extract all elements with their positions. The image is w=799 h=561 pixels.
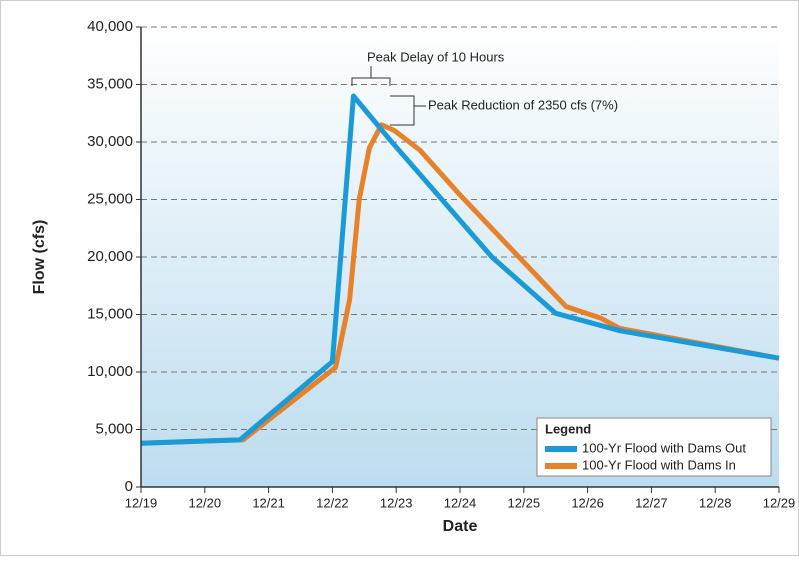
series-line — [140, 122, 780, 446]
x-tick-label: 12/23 — [380, 495, 413, 510]
x-axis-label: Date — [443, 518, 478, 535]
lines — [140, 93, 780, 446]
x-tick-label: 12/25 — [508, 495, 541, 510]
y-tick-label: 30,000 — [87, 133, 133, 150]
y-tick-label: 25,000 — [87, 190, 133, 207]
y-tick-label: 35,000 — [87, 75, 133, 92]
reduction-bracket — [390, 95, 426, 126]
x-tick-label: 12/20 — [189, 495, 222, 510]
y-tick-label: 15,000 — [87, 305, 133, 322]
x-tick-label: 12/24 — [444, 495, 477, 510]
y-axis-label: Flow (cfs) — [31, 220, 48, 295]
x-tick-label: 12/26 — [571, 495, 604, 510]
delay-bracket — [351, 66, 391, 86]
annotation: Peak Reduction of 2350 cfs (7%) — [428, 97, 618, 112]
x-tick-label: 12/28 — [699, 495, 732, 510]
y-tick-label: 40,000 — [87, 18, 133, 35]
x-tick-label: 12/21 — [252, 495, 285, 510]
y-tick-label: 20,000 — [87, 248, 133, 265]
legend-title: Legend — [545, 421, 591, 436]
x-tick-label: 12/27 — [635, 495, 668, 510]
legend-label: 100-Yr Flood with Dams In — [582, 457, 736, 472]
x-tick-label: 12/19 — [125, 495, 158, 510]
series-line — [140, 93, 780, 446]
legend: 100-Yr Flood with Dams Out 100-Yr Flood w… — [545, 440, 746, 472]
y-tick-label: 5,000 — [95, 420, 133, 437]
legend-label: 100-Yr Flood with Dams Out — [582, 440, 746, 455]
annotation: Peak Delay of 10 Hours — [367, 49, 505, 64]
y-tick-label: 0 — [125, 478, 133, 495]
x-tick-label: 12/29 — [763, 495, 796, 510]
x-tick-label: 12/22 — [316, 495, 349, 510]
y-tick-label: 10,000 — [87, 363, 133, 380]
